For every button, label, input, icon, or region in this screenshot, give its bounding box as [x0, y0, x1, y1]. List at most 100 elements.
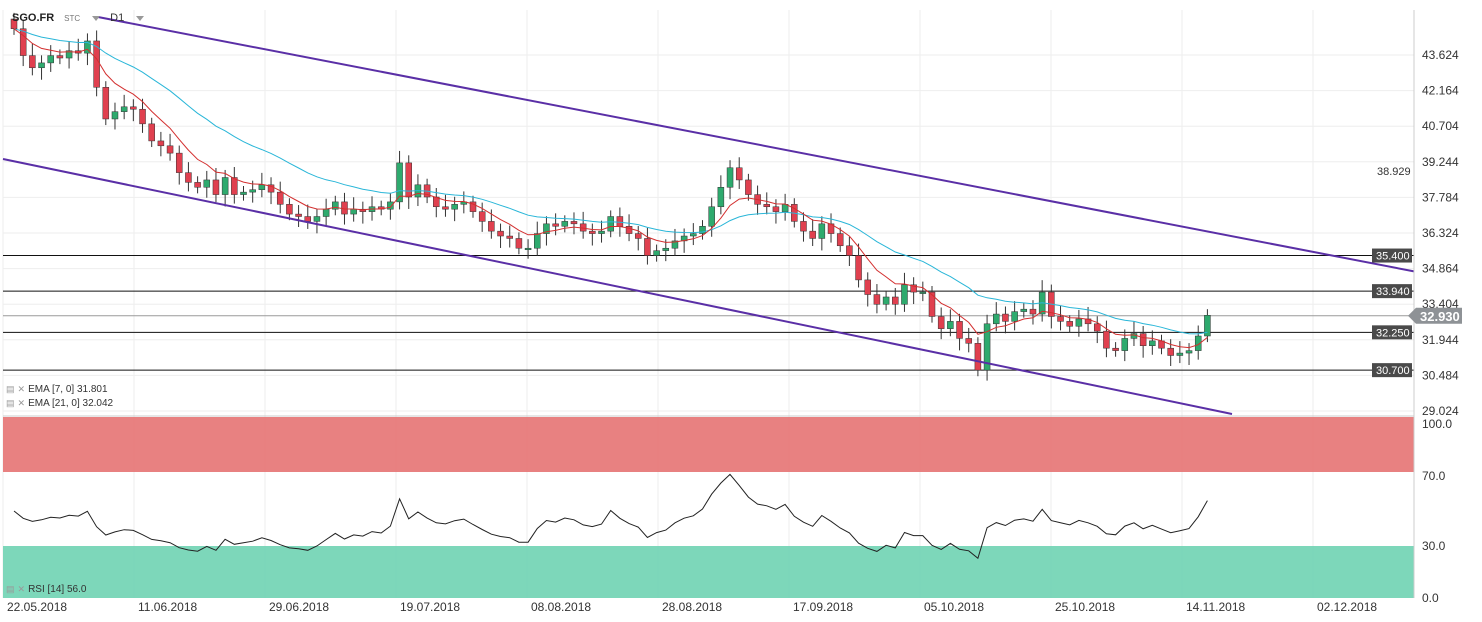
- timeframe-label[interactable]: D1: [110, 12, 125, 24]
- candle-body: [111, 111, 119, 120]
- candle-body: [478, 211, 486, 222]
- candle-body: [157, 140, 165, 147]
- candle-body: [873, 294, 881, 305]
- timeframe-dropdown-icon[interactable]: [136, 15, 145, 21]
- candle-body: [240, 191, 247, 195]
- high-marker-label: 38.929: [1377, 166, 1411, 178]
- candle-body: [1112, 347, 1119, 351]
- rsi-tick-label: 70.0: [1422, 469, 1446, 483]
- candle-body: [524, 247, 532, 250]
- x-tick-label: 11.06.2018: [138, 600, 197, 614]
- candle-body: [864, 279, 871, 295]
- candle-body: [763, 204, 771, 208]
- y-tick-label: 34.864: [1422, 262, 1459, 276]
- level-tag-label: 30.700: [1376, 365, 1410, 377]
- candle-body: [561, 221, 569, 227]
- x-tick-label: 08.08.2018: [531, 600, 591, 614]
- y-tick-label: 33.404: [1422, 297, 1459, 311]
- candle-body: [258, 184, 266, 190]
- candle-body: [735, 167, 743, 181]
- ema7-legend: ▤ ✕ EMA [7, 0] 31.801: [6, 384, 108, 395]
- candle-body: [130, 106, 137, 110]
- ema7-line: [13, 28, 1208, 349]
- chart-type-label[interactable]: STC: [64, 13, 81, 23]
- settings-icon[interactable]: ▤: [6, 384, 15, 394]
- axes: 43.624 42.164 40.704 39.244 37.784 36.324 34.8…: [3, 10, 1459, 614]
- ema21-legend-label: EMA [21, 0] 32.042: [28, 398, 114, 409]
- candle-body: [65, 50, 73, 59]
- candle-body: [892, 296, 899, 305]
- y-tick-label: 31.944: [1422, 333, 1459, 347]
- ema21-legend: ▤ ✕ EMA [21, 0] 32.042: [6, 398, 113, 409]
- candle-body: [10, 18, 18, 30]
- candle-body: [405, 162, 412, 198]
- y-tick-label: 43.624: [1422, 48, 1459, 62]
- chart-type-dropdown-icon[interactable]: [92, 15, 101, 21]
- x-tick-label: 05.10.2018: [924, 600, 984, 614]
- candle-body: [726, 167, 734, 188]
- ema21-line: [13, 28, 1208, 335]
- level-tag-label: 35.400: [1376, 251, 1410, 263]
- close-icon[interactable]: ✕: [17, 584, 26, 594]
- candle-body: [1002, 313, 1009, 322]
- candle-body: [662, 247, 670, 251]
- candle-body: [616, 216, 624, 227]
- candle-body: [304, 216, 312, 222]
- candle-body: [38, 62, 45, 69]
- candle-body: [350, 208, 357, 215]
- oversold-zone: [3, 546, 1414, 598]
- current-price-label: 32.930: [1420, 309, 1460, 324]
- candle-body: [221, 177, 229, 195]
- candle-body: [1103, 330, 1110, 349]
- candle-body: [1149, 340, 1156, 346]
- x-tick-label: 29.06.2018: [269, 600, 329, 614]
- candle-body: [469, 201, 477, 212]
- level-tag-box: [1372, 325, 1412, 340]
- y-tick-label: 29.024: [1422, 404, 1459, 418]
- candle-body: [1121, 338, 1129, 351]
- settings-icon[interactable]: ▤: [6, 584, 15, 594]
- candle-body: [1029, 308, 1037, 315]
- candle-body: [442, 206, 449, 210]
- close-icon[interactable]: ✕: [17, 384, 26, 394]
- x-tick-label: 14.11.2018: [1186, 600, 1245, 614]
- candle-body: [56, 55, 64, 59]
- candle-body: [286, 204, 293, 215]
- candle-body: [836, 233, 844, 247]
- candle-body: [19, 28, 27, 56]
- lower-channel-line: [2, 158, 1233, 415]
- candle-body: [607, 216, 614, 232]
- candle-body: [249, 189, 256, 193]
- candle-body: [882, 296, 890, 305]
- candle-body: [570, 221, 578, 225]
- candle-body: [1176, 352, 1184, 356]
- candle-body: [451, 204, 458, 210]
- symbol-label[interactable]: SGO.FR: [12, 12, 55, 24]
- candle-body: [901, 284, 908, 305]
- x-tick-label: 02.12.2018: [1317, 600, 1377, 614]
- x-tick-label: 25.10.2018: [1055, 600, 1115, 614]
- candle-body: [1057, 316, 1064, 322]
- candle-body: [148, 123, 155, 142]
- y-tick-label: 37.784: [1422, 190, 1459, 204]
- rsi-legend: ▤ ✕ RSI [14] 56.0: [6, 584, 86, 595]
- upper-channel-line: [97, 16, 1415, 273]
- x-tick-label: 22.05.2018: [7, 600, 67, 614]
- candle-body: [506, 235, 513, 239]
- close-icon[interactable]: ✕: [17, 398, 26, 408]
- settings-icon[interactable]: ▤: [6, 398, 15, 408]
- candle-body: [212, 179, 220, 195]
- candle-body: [983, 323, 991, 371]
- candle-body: [276, 191, 284, 205]
- x-tick-label: 28.08.2018: [662, 600, 722, 614]
- candle-body: [1194, 335, 1202, 351]
- candle-body: [708, 206, 715, 227]
- candle-body: [699, 226, 706, 234]
- candle-body: [598, 230, 605, 234]
- candle-body: [84, 40, 91, 54]
- candle-body: [1167, 347, 1174, 356]
- grid-lines: [2, 10, 1414, 598]
- candle-body: [1066, 321, 1073, 327]
- y-tick-label: 30.484: [1422, 368, 1459, 382]
